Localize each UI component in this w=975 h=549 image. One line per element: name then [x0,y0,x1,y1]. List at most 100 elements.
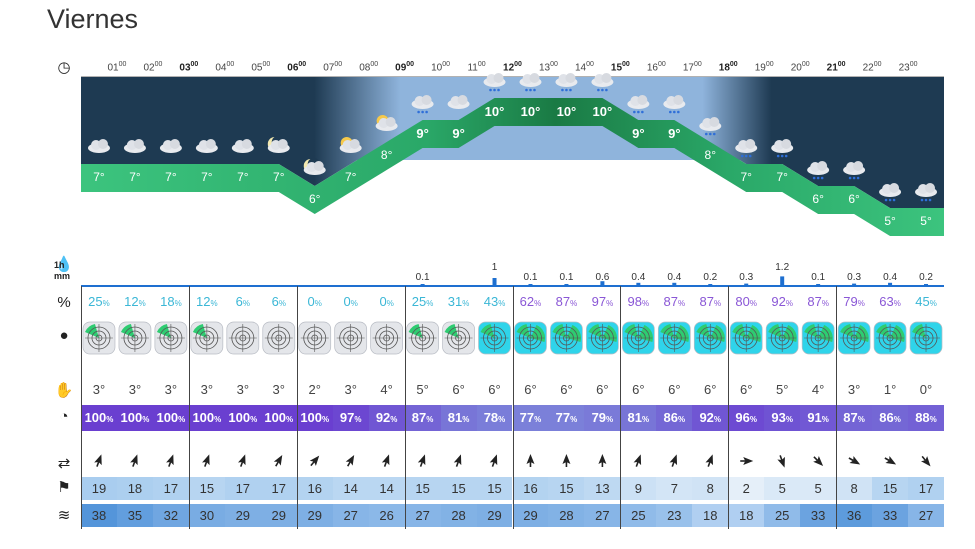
wind-gust-value: 18 [692,504,729,527]
humidity-unit: % [713,415,722,424]
rain-drop [489,88,492,92]
weather-icon [483,73,506,92]
hour-minutes: 00 [370,61,379,68]
humidity-value: 78% [476,405,513,431]
rain-drop [493,88,496,92]
humidity-unit: % [498,415,506,424]
weather-icon [447,95,470,109]
humidity-number: 100 [156,410,179,425]
hand-dew-icon: ✋ [54,382,74,399]
probability-value: 43 [483,294,499,309]
precip-probability: 98% [620,294,656,309]
hour-label: 1000 [423,61,459,73]
humidity-value: 77% [548,405,585,431]
precip-value: 1.2 [775,262,790,273]
probability-unit: % [102,299,110,308]
gauge-drop-icon: ◔ [59,408,69,425]
probability-value: 12 [124,294,139,309]
wind-gust-value: 35 [116,504,153,527]
precip-bar [672,282,677,286]
probability-value: 45 [915,294,930,309]
probability-value: 80 [735,294,750,309]
radar-icon [226,321,260,355]
weather-icon [519,73,542,92]
temperature-value: 7° [129,170,141,184]
precip-value: 0.4 [631,272,646,283]
wind-gust-value: 29 [296,504,333,527]
probability-unit: % [426,299,434,308]
precip-probability: 18% [153,294,189,309]
probability-value: 0 [379,294,387,309]
hour-minutes: 00 [406,61,415,68]
humidity-value: 88% [908,405,944,431]
humidity-value: 87% [836,405,873,431]
wind-arrow-icon [562,454,571,467]
probability-value: 62 [519,294,535,309]
precip-value: 0.3 [739,272,754,283]
wind-arrow-icon [202,454,210,467]
hour-minutes: 00 [801,61,810,68]
humidity-number: 100 [192,410,215,425]
dew-point-value: 5° [416,382,429,397]
humidity-number: 81 [447,410,463,425]
precip-probability: 12% [117,294,153,309]
rain-drop [884,198,888,202]
probability-value: 31 [447,294,463,309]
dew-point-value: 3° [164,382,178,397]
temperature-value: 8° [704,148,716,162]
dew-point-value: 1° [883,382,897,397]
weather-icon [627,95,650,114]
temperature-value: 6° [308,192,321,206]
temperature-value: 5° [884,214,896,228]
rain-drop [677,110,680,114]
precip-probability: 6% [225,294,261,309]
hour-value: 12 [503,62,515,74]
wind-arrow-icon [453,454,462,467]
probability-value: 6 [235,294,243,309]
dew-point-value: 6° [632,382,645,397]
humidity-unit: % [534,415,542,424]
probability-value: 25 [411,294,427,309]
dew-point-value: 6° [596,382,609,397]
hour-label: 1400 [566,61,602,73]
humidity-number: 92 [699,410,714,425]
hour-label: 1800 [710,61,746,73]
precip-probability: 45% [908,294,944,309]
probability-unit: % [462,299,470,308]
wind-gust-value: 23 [656,504,693,527]
precip-unit-label: 1h mm [54,260,71,281]
wind-arrow-icon [417,454,426,467]
dew-point-value: 3° [92,382,106,397]
wind-gust-value: 29 [224,504,261,527]
rain-drop [812,176,816,180]
wind-gust-value: 28 [548,504,585,527]
temperature-value: 8° [380,148,393,162]
probability-unit: % [386,299,394,308]
temperature-value: 9° [416,126,429,141]
wind-speed-value: 5 [800,477,837,500]
humidity-number: 92 [375,410,391,425]
precip-probability: 87% [548,294,584,309]
hour-minutes: 00 [873,61,882,68]
raindrop-1h-icon: 💧 [54,256,74,273]
humidity-number: 86 [663,410,678,425]
wind-arrow-icon [309,455,320,467]
precip-bar [708,284,713,286]
wind-arrow-icon [669,454,678,467]
precip-probability: 25% [81,294,117,309]
probability-value: 0 [343,294,351,309]
rain-drop [856,176,860,180]
humidity-unit: % [106,415,114,424]
sky-above-band [81,77,944,208]
hour-minutes: 00 [693,61,702,68]
wind-gust-value: 29 [512,504,549,527]
precip-probability: 0% [297,294,333,309]
wind-arrow-icon [526,454,535,467]
wind-speed-value: 14 [332,477,369,500]
humidity-value: 100% [224,405,261,431]
hour-minutes: 00 [765,61,774,68]
precip-bar [636,282,641,286]
temperature-value: 5° [920,214,932,228]
precip-bar [924,284,929,286]
dew-point-value: 3° [200,382,214,397]
